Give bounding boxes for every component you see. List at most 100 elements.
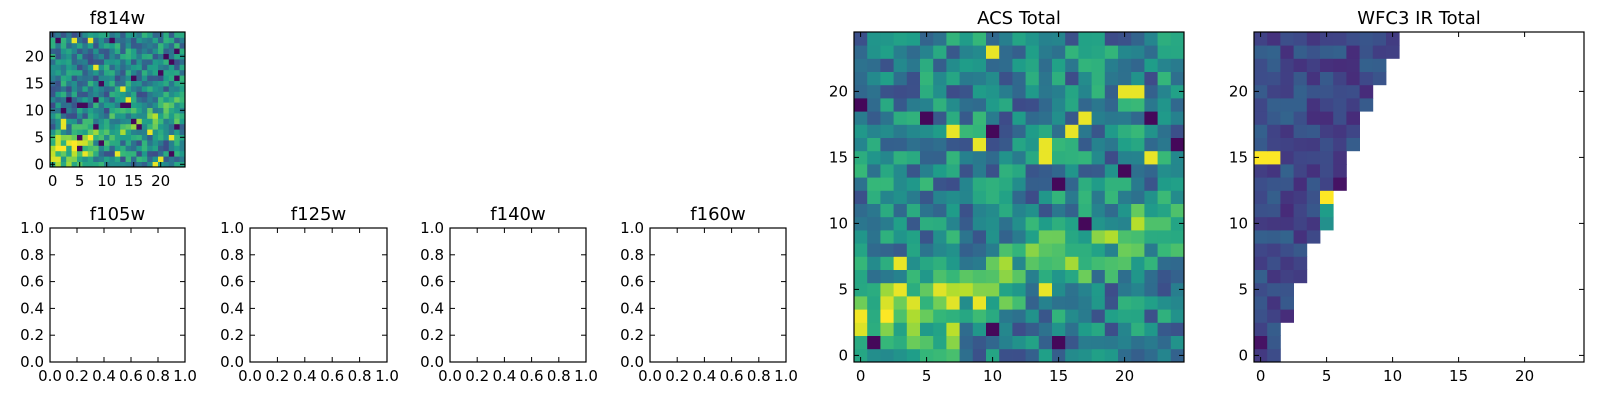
heatmap-cell (1065, 137, 1079, 152)
heatmap-cell (1293, 71, 1308, 86)
heatmap-cell (972, 150, 987, 165)
heatmap-cell (163, 69, 170, 76)
heatmap-cell (1280, 124, 1294, 138)
heatmap-cell (893, 71, 908, 86)
heatmap-cell (1131, 296, 1145, 310)
heatmap-cell (152, 48, 159, 54)
heatmap-cell (959, 190, 974, 204)
heatmap-cell (174, 129, 180, 135)
heatmap-cell (1372, 71, 1387, 86)
heatmap-cell (880, 230, 894, 244)
heatmap-cell (136, 156, 143, 162)
heatmap-cell (93, 140, 99, 146)
heatmap-cell (141, 48, 148, 54)
heatmap-cell (1012, 71, 1026, 86)
heatmap-cell (1131, 84, 1145, 99)
heatmap-cell (93, 129, 99, 135)
heatmap-cell (87, 102, 94, 108)
heatmap-cell (1091, 111, 1106, 125)
heatmap-cell (125, 86, 132, 92)
x-tick-label: 0.6 (720, 367, 744, 385)
x-tick-label: 0.4 (692, 367, 716, 385)
heatmap-cell (906, 216, 921, 231)
heatmap-cell (104, 150, 110, 157)
heatmap-cell (60, 96, 67, 103)
heatmap-cell (1091, 348, 1106, 363)
x-tick-label: 5 (922, 367, 932, 385)
heatmap-cell (136, 42, 143, 49)
heatmap-cell (1157, 98, 1172, 112)
heatmap-cell (104, 145, 110, 152)
heatmap-cell (114, 156, 121, 162)
heatmap-cell (71, 48, 78, 54)
heatmap-cell (1320, 203, 1334, 218)
heatmap-cell (168, 102, 175, 108)
heatmap-cell (82, 64, 89, 71)
heatmap-cell (141, 96, 148, 103)
y-tick-label: 1.0 (620, 219, 644, 237)
heatmap-cell (147, 145, 153, 152)
x-tick-label: 0.2 (265, 367, 289, 385)
heatmap-cell (854, 111, 868, 125)
heatmap-cell (1157, 164, 1172, 178)
heatmap-cell (1078, 190, 1092, 204)
y-tick-label: 0.8 (620, 246, 644, 264)
heatmap-cell (158, 42, 164, 49)
heatmap-cell (136, 145, 143, 152)
heatmap-cell (168, 69, 175, 76)
heatmap-cell (131, 150, 137, 157)
heatmap-cell (880, 203, 894, 218)
heatmap-cell (1038, 164, 1053, 178)
heatmap-cell (1157, 256, 1172, 270)
heatmap-cell (120, 48, 126, 54)
heatmap-cell (174, 42, 180, 49)
heatmap-cell (1052, 296, 1066, 310)
panel-title: ACS Total (977, 8, 1061, 29)
heatmap-cell (933, 98, 947, 112)
heatmap-cell (141, 75, 148, 81)
heatmap-cell (147, 118, 153, 125)
heatmap-cell (55, 161, 62, 168)
heatmap-cell (1012, 177, 1026, 191)
heatmap-cell (71, 140, 78, 146)
heatmap-cell (163, 118, 170, 125)
heatmap-cell (986, 98, 1000, 112)
heatmap-cell (77, 86, 83, 92)
heatmap-cell (1118, 309, 1132, 323)
heatmap-cell (1131, 137, 1145, 152)
heatmap-cell (933, 124, 947, 138)
heatmap-cell (82, 102, 89, 108)
heatmap-cell (125, 156, 132, 162)
heatmap-cell (147, 86, 153, 92)
heatmap-cell (1104, 322, 1119, 336)
y-tick-label: 0.8 (220, 246, 244, 264)
y-tick-label: 0.4 (220, 299, 244, 317)
heatmap-cell (986, 32, 1000, 46)
heatmap-cell (1104, 84, 1119, 99)
heatmap-cell (854, 296, 868, 310)
heatmap-cell (1025, 348, 1040, 363)
heatmap-cell (1052, 84, 1066, 99)
heatmap-cell (1170, 84, 1185, 99)
heatmap-cell (999, 137, 1013, 152)
heatmap-cell (1065, 98, 1079, 112)
heatmap-cell (1104, 203, 1119, 218)
heatmap-cell (87, 134, 94, 141)
heatmap-cell (174, 140, 180, 146)
heatmap-cell (98, 64, 105, 71)
heatmap-cell (1254, 230, 1268, 244)
x-tick-label: 0.6 (320, 367, 344, 385)
heatmap-cell (114, 91, 121, 98)
heatmap-cell (50, 145, 56, 152)
heatmap-cell (959, 58, 974, 72)
heatmap-cell (906, 335, 921, 350)
heatmap-cell (82, 150, 89, 157)
heatmap-cell (163, 150, 170, 157)
heatmap-cell (1091, 296, 1106, 310)
x-tick-label: 1.0 (375, 367, 399, 385)
heatmap-cell (158, 91, 164, 98)
heatmap-cell (109, 118, 116, 125)
heatmap-cell (1118, 348, 1132, 363)
y-tick-label: 0.6 (420, 273, 444, 291)
heatmap-cell (1104, 58, 1119, 72)
